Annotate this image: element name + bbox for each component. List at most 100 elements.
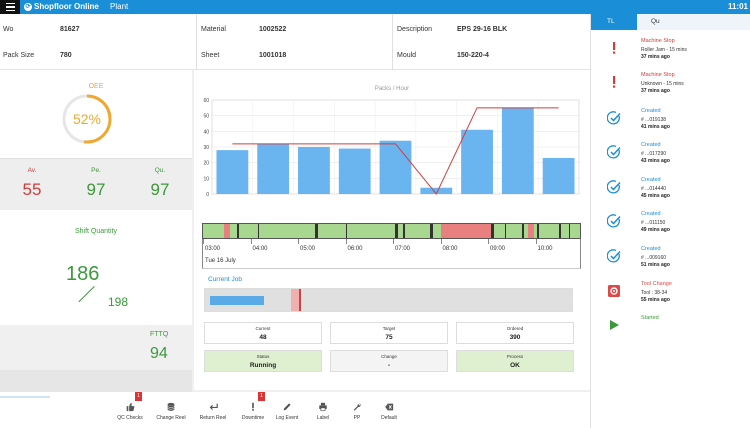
change-reel-label: Change Reel xyxy=(156,415,186,421)
event-time: 49 mins ago xyxy=(641,227,670,233)
default-button[interactable]: Default xyxy=(367,402,411,426)
timeline-event-marker[interactable] xyxy=(430,224,433,238)
timeline-event-marker[interactable] xyxy=(402,224,405,238)
timeline-event-marker[interactable] xyxy=(257,224,260,238)
quality-value: 97 xyxy=(150,180,170,199)
qc-checks-button[interactable]: 1 QC Checks xyxy=(108,392,152,426)
chart-title: Packs / Hour xyxy=(374,86,410,92)
event-item[interactable]: Created # ...014440 45 mins ago xyxy=(591,177,750,211)
exclamation-icon xyxy=(607,41,621,55)
timeline-event-marker[interactable] xyxy=(559,224,562,238)
timeline-tick-line xyxy=(203,239,204,244)
database-icon xyxy=(167,402,175,411)
oee-box: OEE 52% xyxy=(0,70,192,158)
sheet-label: Sheet xyxy=(201,52,220,59)
chart-bar xyxy=(298,147,330,194)
target-label: Target xyxy=(382,326,396,331)
fttq-box: FTTQ 94 xyxy=(0,325,192,370)
event-title: Machine Stop xyxy=(641,38,675,44)
default-label: Default xyxy=(381,415,397,421)
fttq-label: FTTQ xyxy=(150,331,169,338)
event-detail: # ...009160 xyxy=(641,255,667,261)
timeline-date: Tue 16 July xyxy=(205,258,236,264)
timeline-tick-label: 10:00 xyxy=(537,246,553,252)
event-detail: Tool : 38-34 xyxy=(641,290,668,296)
timeline-event-marker[interactable] xyxy=(537,224,540,238)
timeline-event-marker[interactable] xyxy=(236,224,239,238)
timeline-event-marker[interactable] xyxy=(504,224,507,238)
ordered-count-box: Ordered 390 xyxy=(456,322,574,344)
status-box: Status Running xyxy=(204,350,322,372)
timeline-downtime-segment[interactable] xyxy=(440,224,492,238)
log-event-button[interactable]: Log Event xyxy=(265,402,309,426)
timeline-event-marker[interactable] xyxy=(568,224,571,238)
exclamation-icon xyxy=(607,75,621,89)
timeline-event-marker[interactable] xyxy=(394,224,398,238)
thumbs-up-icon xyxy=(126,402,135,412)
info-column-wo: Wo 81627 Pack Size 780 xyxy=(0,14,196,70)
event-item[interactable]: Created # ...011150 49 mins ago xyxy=(591,211,750,245)
timeline-event-marker[interactable] xyxy=(345,224,347,238)
play-icon xyxy=(607,318,621,332)
change-reel-button[interactable]: Change Reel xyxy=(149,402,193,426)
sheet-value: 1001018 xyxy=(259,52,287,59)
availability-performance-quality: Av. 55 Pe. 97 Qu. 97 xyxy=(0,158,192,210)
event-item[interactable]: Started xyxy=(591,315,750,349)
chart-bar xyxy=(542,157,575,194)
material-value: 1002522 xyxy=(259,26,287,33)
return-reel-button[interactable]: Return Reel xyxy=(191,402,235,426)
event-item[interactable]: Created # ...009160 51 mins ago xyxy=(591,246,750,280)
qc-checks-label: QC Checks xyxy=(117,415,143,421)
event-time: 45 mins ago xyxy=(641,193,670,199)
mould-value: 150-220-4 xyxy=(457,52,489,59)
packs-per-hour-chart: 0 10 20 30 40 50 60 xyxy=(203,98,580,198)
event-title: Created xyxy=(641,211,661,217)
oee-gauge-fill xyxy=(62,94,112,144)
current-label: Current xyxy=(255,326,271,331)
printer-icon xyxy=(319,402,327,412)
event-time: 37 mins ago xyxy=(641,88,670,94)
event-item[interactable]: Created # ...017290 43 mins ago xyxy=(591,142,750,176)
pack-size-label: Pack Size xyxy=(3,52,35,59)
pp-button[interactable]: PP xyxy=(335,402,379,426)
downtime-timeline[interactable] xyxy=(202,223,581,239)
notification-badge: 1 xyxy=(135,392,142,401)
tab-tl[interactable]: TL xyxy=(591,14,637,30)
event-item[interactable]: Machine Stop Roller Jam - 15 mins 37 mins … xyxy=(591,38,750,72)
availability-label: Av. xyxy=(27,167,37,174)
chart-y-tick-label: 0 xyxy=(206,192,209,198)
timeline-event-marker[interactable] xyxy=(521,224,524,238)
downtime-button[interactable]: 1 Downtime xyxy=(231,392,275,426)
timeline-tick-line xyxy=(535,239,537,244)
pp-label: PP xyxy=(353,415,361,421)
event-item[interactable]: Created # ...019138 41 mins ago xyxy=(591,108,750,142)
timeline-tick-label: 04:00 xyxy=(252,246,268,252)
return-arrow-icon xyxy=(209,403,218,410)
timeline-downtime-segment[interactable] xyxy=(224,224,231,238)
action-toolbar: 1 QC Checks Change Reel Return Reel 1 Downtim… xyxy=(0,392,590,428)
event-item[interactable]: Tool Change Tool : 38-34 55 mins ago xyxy=(591,281,750,315)
current-value: 48 xyxy=(259,334,267,341)
hamburger-menu-icon[interactable] xyxy=(0,0,20,14)
event-item[interactable]: Machine Stop Unknown - 15 mins 37 mins ago xyxy=(591,72,750,106)
timeline-downtime-segment[interactable] xyxy=(527,224,534,238)
ordered-label: Ordered xyxy=(506,326,524,331)
check-circle-icon xyxy=(606,214,621,228)
return-reel-label: Return Reel xyxy=(199,415,227,421)
tab-qu[interactable]: Qu xyxy=(637,14,750,30)
label-button[interactable]: Label xyxy=(301,402,345,426)
timeline-event-marker[interactable] xyxy=(314,224,318,238)
event-title: Machine Stop xyxy=(641,72,675,78)
shift-quantity-divider xyxy=(78,286,95,303)
info-column-material: Material 1002522 Sheet 1001018 xyxy=(196,14,392,70)
timeline-event-marker[interactable] xyxy=(491,224,494,238)
quality-label: Qu. xyxy=(154,167,166,174)
chart-bar xyxy=(461,129,493,194)
current-job-title: Current Job xyxy=(208,276,242,283)
plant-name[interactable]: Plant xyxy=(110,2,129,11)
event-detail: Unknown - 15 mins xyxy=(641,81,684,87)
oee-gauge xyxy=(62,94,112,144)
timeline-tick-line xyxy=(488,239,489,244)
mould-label: Mould xyxy=(397,52,417,59)
brand-logo: ⟳ Shopfloor Online xyxy=(24,0,99,14)
